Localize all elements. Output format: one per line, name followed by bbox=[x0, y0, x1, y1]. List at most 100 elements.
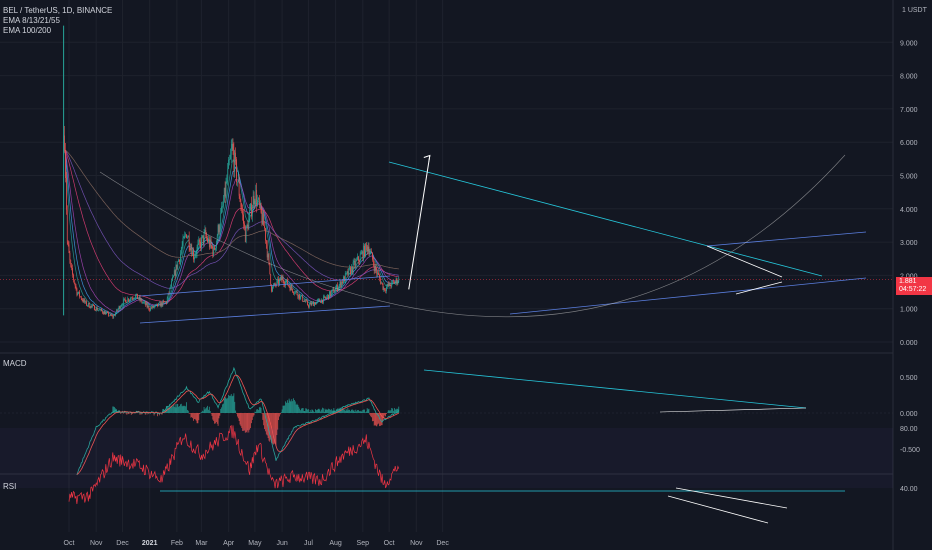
symbol-title[interactable]: BEL / TetherUS, 1D, BINANCE bbox=[3, 6, 113, 15]
macd-histogram-bar bbox=[365, 411, 367, 413]
ema-legend-2[interactable]: EMA 100/200 bbox=[3, 26, 52, 35]
candle-body bbox=[220, 213, 222, 227]
candle-body bbox=[320, 301, 322, 303]
macd-histogram-bar bbox=[227, 397, 229, 413]
macd-histogram-bar bbox=[223, 398, 225, 413]
macd-histogram-bar bbox=[204, 409, 206, 413]
candle-body bbox=[366, 246, 368, 252]
macd-histogram-bar bbox=[293, 398, 294, 413]
candle-body bbox=[310, 302, 312, 306]
candle-body bbox=[198, 239, 200, 244]
candle-body bbox=[124, 298, 126, 301]
candle-body bbox=[251, 203, 252, 217]
candle-body bbox=[215, 240, 217, 249]
candle-body bbox=[101, 310, 103, 313]
candle-body bbox=[279, 279, 280, 285]
candle-body bbox=[362, 251, 364, 260]
candle-body bbox=[318, 299, 320, 300]
base-channel-lower bbox=[139, 305, 391, 324]
macd-histogram-bar bbox=[239, 413, 241, 425]
macd-histogram-bar bbox=[282, 405, 284, 413]
candle-body bbox=[295, 291, 297, 292]
candle-body bbox=[190, 247, 192, 251]
candle-body bbox=[195, 253, 197, 255]
candle-body bbox=[372, 259, 374, 265]
candle-body bbox=[227, 168, 229, 181]
macd-histogram-bar bbox=[213, 413, 215, 421]
macd-histogram-bar bbox=[327, 409, 329, 413]
candle-body bbox=[315, 302, 317, 305]
candle-body bbox=[98, 309, 100, 311]
macd-histogram-bar bbox=[178, 406, 180, 413]
candle-body bbox=[73, 274, 74, 280]
candle-body bbox=[308, 305, 309, 308]
macd-histogram-bar bbox=[225, 397, 227, 413]
candle-body bbox=[107, 312, 108, 314]
macd-label[interactable]: MACD bbox=[3, 359, 27, 368]
macd-histogram-bar bbox=[250, 413, 251, 429]
candle-body bbox=[210, 239, 212, 246]
candle-body bbox=[325, 297, 327, 299]
candle-body bbox=[382, 283, 384, 290]
candle-body bbox=[78, 291, 79, 294]
candle-body bbox=[151, 305, 153, 309]
candle-body bbox=[217, 225, 219, 237]
macd-histogram-bar bbox=[177, 404, 179, 413]
rsi-band bbox=[0, 428, 893, 488]
candle-body bbox=[344, 276, 345, 282]
macd-histogram-bar bbox=[254, 411, 256, 413]
candle-body bbox=[112, 315, 114, 318]
candle-body bbox=[289, 286, 291, 291]
macd-histogram-bar bbox=[114, 407, 116, 413]
candle-body bbox=[393, 281, 394, 282]
candle-body bbox=[274, 283, 276, 286]
macd-histogram-bar bbox=[286, 400, 288, 413]
macd-histogram-bar bbox=[217, 413, 219, 426]
candle-body bbox=[321, 299, 322, 303]
candle-body bbox=[397, 282, 399, 284]
candle-body bbox=[319, 299, 321, 302]
candle-body bbox=[223, 187, 225, 202]
ema-21-line bbox=[64, 149, 399, 313]
candle-body bbox=[389, 282, 391, 286]
candle-body bbox=[121, 304, 122, 307]
rsi-trend-upper bbox=[675, 487, 788, 509]
candle-body bbox=[127, 298, 129, 302]
macd-histogram-bar bbox=[185, 406, 187, 413]
macd-histogram-bar bbox=[397, 409, 399, 413]
macd-histogram-bar bbox=[287, 402, 289, 413]
candle-body bbox=[258, 198, 260, 206]
macd-histogram-bar bbox=[393, 410, 394, 413]
candle-body bbox=[363, 245, 365, 260]
candle-body bbox=[385, 290, 386, 292]
macd-histogram-bar bbox=[153, 413, 155, 416]
candle-body bbox=[317, 299, 319, 301]
macd-histogram-bar bbox=[214, 413, 215, 424]
candle-body bbox=[181, 245, 183, 251]
rsi-label[interactable]: RSI bbox=[3, 482, 17, 491]
macd-histogram-bar bbox=[358, 410, 359, 413]
candle-body bbox=[207, 238, 208, 243]
macd-histogram-bar bbox=[171, 406, 173, 413]
macd-histogram-bar bbox=[295, 404, 297, 413]
candle-body bbox=[85, 301, 87, 303]
macd-histogram-bar bbox=[279, 413, 281, 415]
candle-body bbox=[72, 267, 73, 275]
candle-body bbox=[287, 285, 289, 286]
projection-arrow-head bbox=[423, 154, 431, 162]
ema-legend[interactable]: EMA 8/13/21/55 bbox=[3, 16, 60, 25]
candle-body bbox=[99, 309, 101, 311]
macd-histogram-bar bbox=[202, 411, 204, 413]
candle-body bbox=[256, 189, 258, 206]
macd-histogram-bar bbox=[301, 408, 302, 413]
candle-body bbox=[280, 276, 282, 281]
candle-body bbox=[84, 299, 86, 303]
macd-histogram-bar bbox=[364, 409, 365, 413]
macd-histogram-bar bbox=[276, 413, 278, 436]
candle-body bbox=[80, 296, 81, 298]
last-price-value: 1.881 bbox=[899, 278, 917, 285]
macd-histogram-bar bbox=[240, 413, 242, 427]
trend-lines bbox=[0, 154, 893, 324]
macd-histogram-bar bbox=[137, 412, 139, 413]
